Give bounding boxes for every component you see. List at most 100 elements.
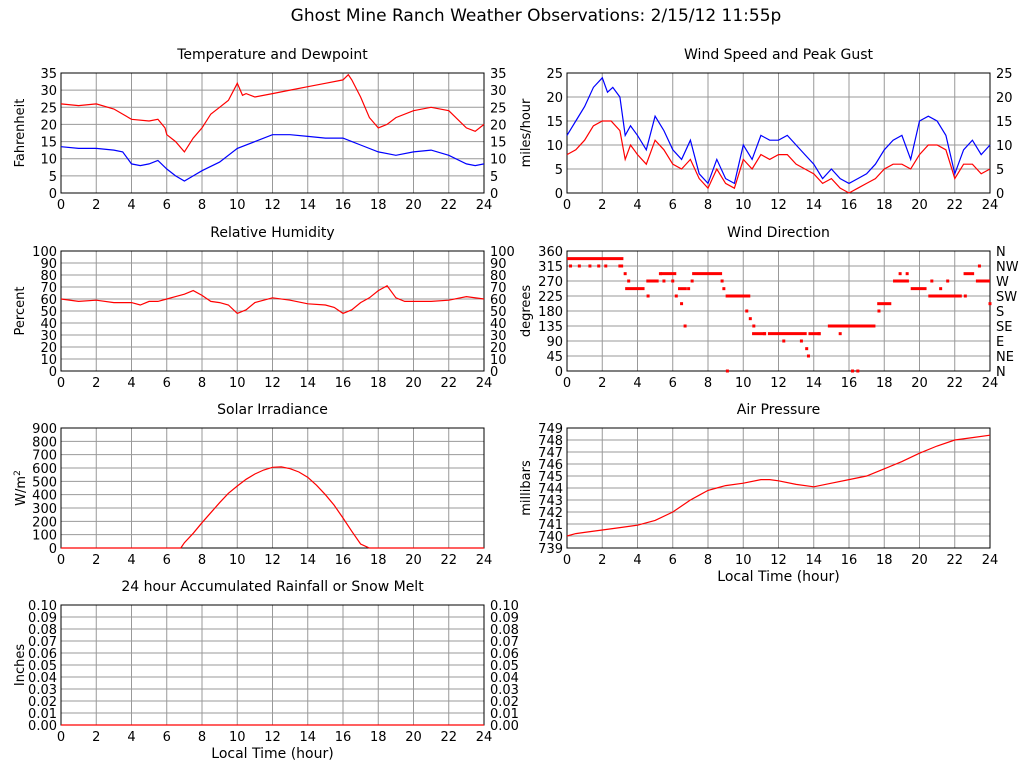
chart-title: Temperature and Dewpoint [176,47,368,63]
direction-point [671,279,675,283]
y-right-tick-label: 15 [996,115,1013,130]
x-tick-label: 20 [405,376,422,391]
x-axis-label: Local Time (hour) [211,746,333,762]
x-tick-label: 18 [876,553,893,568]
x-tick-label: 10 [229,730,246,745]
x-tick-label: 10 [229,553,246,568]
x-tick-label: 14 [299,198,316,213]
y-right-tick-label: 80 [490,269,507,284]
x-tick-label: 12 [264,198,281,213]
y-right-tick-label: NE [996,350,1014,365]
y-tick-label: 0.01 [28,707,57,722]
x-tick-label: 2 [92,730,100,745]
x-tick-label: 16 [841,553,858,568]
y-tick-label: 748 [538,434,563,449]
x-tick-label: 12 [264,553,281,568]
direction-point [683,324,687,328]
y-tick-label: 0.03 [28,683,57,698]
y-axis-label: degrees [519,285,534,338]
y-tick-label: 135 [538,320,563,335]
y-tick-label: 400 [32,489,57,504]
direction-point [725,369,729,373]
x-tick-label: 0 [57,730,65,745]
direction-point [646,294,650,298]
y-right-tick-label: 100 [490,245,515,260]
x-tick-label: 12 [770,553,787,568]
chart-title: Solar Irradiance [217,402,328,418]
direction-point [963,294,967,298]
y-axis-label: W/m2 [13,470,29,506]
y-tick-label: 0.07 [28,635,57,650]
y-tick-label: 0.05 [28,659,57,674]
direction-point [799,339,803,343]
x-tick-label: 4 [127,730,135,745]
y-tick-label: 100 [32,245,57,260]
x-tick-label: 2 [92,198,100,213]
x-tick-label: 18 [370,553,387,568]
y-axis-label: Fahrenheit [13,99,28,168]
x-tick-label: 0 [57,198,65,213]
direction-point [623,272,627,276]
direction-point [662,279,666,283]
chart-title: Wind Speed and Peak Gust [684,47,873,63]
direction-point [748,317,752,321]
y-tick-label: 0.09 [28,611,57,626]
y-tick-label: 0 [555,365,563,380]
y-right-tick-label: 90 [490,257,507,272]
y-tick-label: 0.02 [28,695,57,710]
x-tick-label: 8 [198,553,206,568]
x-tick-label: 18 [370,198,387,213]
x-tick-label: 20 [405,198,422,213]
y-tick-label: 0 [555,187,563,202]
x-tick-label: 0 [563,198,571,213]
y-right-tick-label: 10 [996,139,1013,154]
y-right-tick-label: 15 [490,136,507,151]
x-tick-label: 22 [440,730,457,745]
x-tick-label: 6 [669,198,677,213]
y-right-tick-label: NW [996,260,1019,275]
x-tick-label: 6 [669,553,677,568]
y-right-tick-label: 50 [490,305,507,320]
y-tick-label: 0 [49,542,57,557]
x-tick-label: 2 [598,198,606,213]
y-axis-label: Percent [13,287,28,336]
y-right-tick-label: 0.03 [490,683,519,698]
series-line-1 [60,134,485,182]
y-tick-label: 743 [538,494,563,509]
y-tick-label: 20 [40,118,57,133]
y-tick-label: 0.04 [28,671,57,686]
y-right-tick-label: 60 [490,293,507,308]
direction-point [893,279,897,283]
y-tick-label: 200 [32,515,57,530]
direction-point [720,279,724,283]
x-tick-label: 20 [911,198,928,213]
chart-title: Wind Direction [727,225,830,241]
direction-point [618,264,622,268]
y-tick-label: 700 [32,449,57,464]
x-tick-label: 6 [163,198,171,213]
direction-point [752,324,756,328]
y-axis-label: millibars [519,460,534,516]
direction-point [851,369,855,373]
y-right-tick-label: N [996,245,1006,260]
y-tick-label: 749 [538,422,563,437]
direction-point [658,272,662,276]
series-line-0 [60,285,485,315]
x-tick-label: 4 [127,198,135,213]
direction-point [946,279,950,283]
y-axis-label: miles/hour [519,98,534,167]
y-tick-label: 30 [40,329,57,344]
x-axis-label: Local Time (hour) [717,569,839,585]
x-tick-label: 12 [770,376,787,391]
y-tick-label: 15 [40,136,57,151]
y-right-tick-label: 20 [490,341,507,356]
y-right-tick-label: S [996,305,1004,320]
y-right-tick-label: 0.05 [490,659,519,674]
direction-point [745,309,749,313]
y-right-tick-label: 30 [490,84,507,99]
x-tick-label: 14 [299,376,316,391]
x-tick-label: 14 [299,730,316,745]
y-tick-label: 747 [538,446,563,461]
